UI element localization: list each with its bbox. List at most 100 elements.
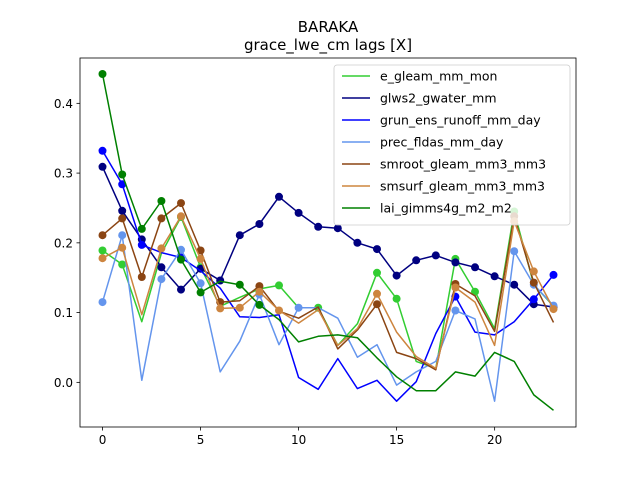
legend-box bbox=[333, 64, 571, 226]
data-point bbox=[490, 272, 499, 281]
data-point bbox=[529, 278, 538, 287]
legend-item: grun_ens_runoff_mm_day bbox=[342, 113, 541, 128]
legend-label: smsurf_gleam_mm3_mm3 bbox=[380, 179, 545, 194]
data-point bbox=[549, 305, 558, 314]
x-tick-label: 20 bbox=[487, 433, 502, 447]
legend: e_gleam_mm_mon glws2_gwater_mm grun_ens_ru… bbox=[333, 64, 571, 226]
series-glws2_gwater_mm bbox=[98, 162, 558, 311]
data-point bbox=[294, 208, 303, 217]
data-point bbox=[98, 231, 107, 240]
data-point bbox=[255, 287, 264, 296]
data-point bbox=[275, 306, 283, 315]
legend-label: smroot_gleam_mm3_mm3 bbox=[380, 157, 546, 172]
data-point bbox=[529, 267, 538, 276]
data-point bbox=[177, 212, 185, 221]
y-tick-label: 0.0 bbox=[54, 376, 73, 390]
data-point bbox=[471, 263, 479, 272]
legend-item: prec_fldas_mm_day bbox=[342, 135, 504, 150]
data-point bbox=[196, 264, 205, 273]
y-axis: 0.0 0.1 0.2 0.3 0.4 bbox=[54, 97, 80, 390]
x-axis: 0 5 10 15 20 bbox=[99, 427, 502, 447]
y-tick-label: 0.4 bbox=[54, 97, 73, 111]
legend-item: e_gleam_mm_mon bbox=[342, 69, 497, 84]
data-point bbox=[177, 199, 185, 208]
data-point bbox=[255, 220, 264, 228]
legend-label: e_gleam_mm_mon bbox=[380, 69, 497, 84]
data-point bbox=[118, 170, 127, 179]
data-point bbox=[373, 245, 381, 254]
data-point bbox=[333, 224, 342, 233]
x-tick-label: 5 bbox=[197, 433, 205, 447]
series-lai_gimms4g_m2_m2 bbox=[98, 70, 554, 411]
data-point bbox=[275, 281, 283, 290]
data-point bbox=[98, 254, 107, 263]
data-point bbox=[529, 295, 538, 304]
legend-item: lai_gimms4g_m2_m2 bbox=[342, 201, 512, 216]
legend-item: smsurf_gleam_mm3_mm3 bbox=[342, 179, 545, 194]
data-point bbox=[118, 206, 127, 215]
data-point bbox=[98, 70, 107, 78]
legend-label: prec_fldas_mm_day bbox=[380, 135, 504, 150]
x-tick-label: 0 bbox=[99, 433, 107, 447]
series-layer bbox=[98, 70, 558, 411]
legend-item: glws2_gwater_mm bbox=[342, 91, 497, 106]
data-point bbox=[255, 282, 264, 291]
y-tick-label: 0.2 bbox=[54, 236, 73, 250]
data-point bbox=[196, 288, 205, 297]
chart-subtitle: grace_lwe_cm lags [X] bbox=[244, 36, 412, 55]
data-point bbox=[510, 247, 519, 256]
data-point bbox=[118, 260, 127, 269]
series-smsurf_gleam_mm3_mm3 bbox=[98, 212, 558, 370]
data-point bbox=[549, 270, 558, 279]
data-point bbox=[216, 304, 225, 313]
data-point bbox=[157, 244, 166, 253]
data-point bbox=[137, 273, 146, 281]
x-tick-label: 15 bbox=[389, 433, 404, 447]
data-point bbox=[118, 180, 127, 189]
data-point bbox=[373, 300, 381, 309]
data-point bbox=[157, 263, 166, 272]
data-point bbox=[510, 280, 519, 289]
data-point bbox=[157, 214, 166, 223]
data-point bbox=[98, 146, 107, 155]
data-point bbox=[451, 258, 460, 267]
data-point bbox=[294, 303, 303, 312]
data-point bbox=[392, 294, 401, 303]
data-point bbox=[235, 303, 244, 312]
data-point bbox=[451, 306, 460, 315]
data-point bbox=[196, 246, 205, 255]
legend-label: lai_gimms4g_m2_m2 bbox=[380, 201, 512, 216]
data-point bbox=[137, 240, 146, 249]
data-point bbox=[471, 287, 479, 296]
data-point bbox=[157, 275, 166, 284]
data-point bbox=[431, 251, 440, 260]
series-line bbox=[101, 73, 554, 411]
data-point bbox=[235, 280, 244, 289]
data-point bbox=[412, 256, 421, 265]
y-tick-label: 0.3 bbox=[54, 167, 73, 181]
legend-label: glws2_gwater_mm bbox=[380, 91, 497, 106]
data-point bbox=[98, 298, 107, 307]
chart-title: BARAKA bbox=[298, 18, 359, 36]
data-point bbox=[137, 224, 146, 233]
data-point bbox=[353, 238, 362, 247]
data-point bbox=[157, 197, 166, 205]
data-point bbox=[98, 246, 107, 255]
x-tick-label: 10 bbox=[291, 433, 306, 447]
data-point bbox=[98, 162, 107, 171]
data-point bbox=[118, 231, 127, 240]
y-tick-label: 0.1 bbox=[54, 306, 73, 320]
data-point bbox=[118, 243, 127, 252]
data-point bbox=[314, 222, 323, 231]
legend-item: smroot_gleam_mm3_mm3 bbox=[342, 157, 546, 172]
data-point bbox=[275, 192, 283, 201]
data-point bbox=[196, 254, 205, 263]
data-point bbox=[255, 300, 264, 309]
data-point bbox=[196, 279, 205, 288]
data-point bbox=[118, 214, 127, 223]
series-line bbox=[101, 234, 555, 402]
plot-area: 0 5 10 15 20 0.0 0.1 0.2 0.3 0.4 bbox=[54, 57, 577, 447]
data-point bbox=[392, 271, 401, 280]
data-point bbox=[373, 289, 381, 298]
